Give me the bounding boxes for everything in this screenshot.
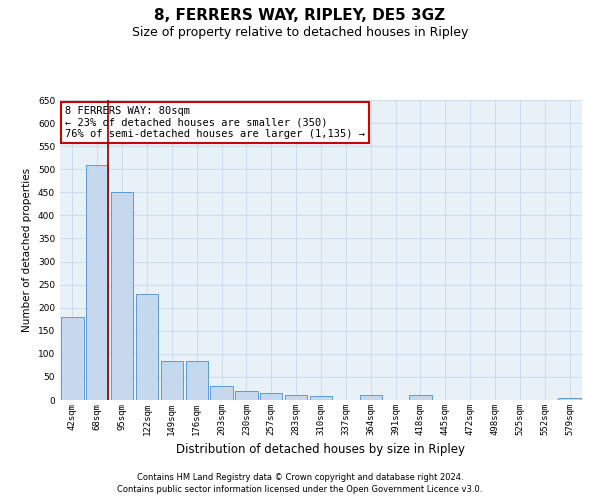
Bar [185, 361, 208, 400]
Bar [285, 396, 307, 400]
Bar [409, 396, 431, 400]
Y-axis label: Number of detached properties: Number of detached properties [22, 168, 32, 332]
Bar [310, 396, 332, 400]
Text: Distribution of detached houses by size in Ripley: Distribution of detached houses by size … [176, 442, 466, 456]
Bar [235, 391, 257, 400]
Bar [86, 164, 109, 400]
Text: Size of property relative to detached houses in Ripley: Size of property relative to detached ho… [132, 26, 468, 39]
Bar [111, 192, 133, 400]
Bar [61, 317, 83, 400]
Text: Contains public sector information licensed under the Open Government Licence v3: Contains public sector information licen… [118, 485, 482, 494]
Bar [359, 396, 382, 400]
Bar [161, 361, 183, 400]
Bar [559, 398, 581, 400]
Bar [136, 294, 158, 400]
Bar [260, 393, 283, 400]
Text: Contains HM Land Registry data © Crown copyright and database right 2024.: Contains HM Land Registry data © Crown c… [137, 472, 463, 482]
Text: 8, FERRERS WAY, RIPLEY, DE5 3GZ: 8, FERRERS WAY, RIPLEY, DE5 3GZ [154, 8, 446, 22]
Bar [211, 386, 233, 400]
Text: 8 FERRERS WAY: 80sqm
← 23% of detached houses are smaller (350)
76% of semi-deta: 8 FERRERS WAY: 80sqm ← 23% of detached h… [65, 106, 365, 139]
